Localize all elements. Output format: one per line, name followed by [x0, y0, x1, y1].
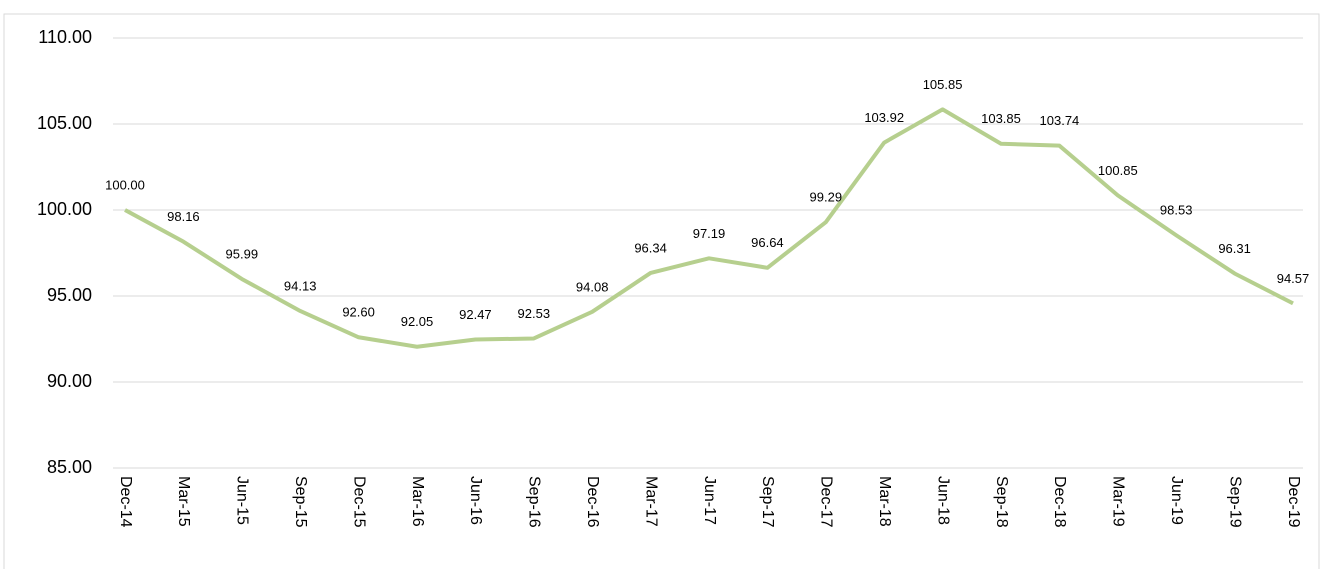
data-line — [124, 107, 1294, 349]
y-tick-label: 100.00 — [37, 199, 92, 219]
x-tick-label: Mar-15 — [175, 476, 192, 527]
x-tick-label: Jun-18 — [934, 476, 951, 525]
x-tick-label: Sep-19 — [1226, 476, 1243, 528]
x-tick-label: Dec-14 — [117, 476, 134, 528]
data-label: 96.31 — [1218, 241, 1251, 256]
y-tick-label: 95.00 — [47, 285, 92, 305]
data-label: 94.08 — [576, 279, 609, 294]
data-label: 96.34 — [634, 240, 667, 255]
x-tick-label: Dec-18 — [1051, 476, 1068, 528]
data-label: 92.05 — [401, 314, 434, 329]
y-tick-label: 85.00 — [47, 457, 92, 477]
y-tick-label: 90.00 — [47, 371, 92, 391]
data-label: 99.29 — [810, 190, 843, 205]
x-tick-label: Sep-15 — [292, 476, 309, 528]
x-tick-label: Mar-19 — [1110, 476, 1127, 527]
x-tick-label: Mar-17 — [642, 476, 659, 527]
x-tick-label: Mar-16 — [409, 476, 426, 527]
data-label: 105.85 — [923, 77, 963, 92]
chart-frame — [3, 13, 1320, 569]
data-label: 100.85 — [1098, 163, 1138, 178]
x-tick-label: Jun-19 — [1168, 476, 1185, 525]
data-label: 100.00 — [105, 177, 145, 192]
data-label: 98.16 — [167, 209, 200, 224]
x-tick-label: Jun-15 — [234, 476, 251, 525]
data-label: 98.53 — [1160, 203, 1193, 218]
data-label: 103.92 — [864, 110, 904, 125]
x-tick-label: Dec-15 — [350, 476, 367, 528]
data-label: 97.19 — [693, 226, 726, 241]
data-label: 92.60 — [342, 305, 375, 320]
x-tick-label: Jun-16 — [467, 476, 484, 525]
y-tick-label: 105.00 — [37, 113, 92, 133]
data-label: 103.74 — [1040, 113, 1080, 128]
x-tick-label: Jun-17 — [701, 476, 718, 525]
data-label: 94.13 — [284, 278, 317, 293]
x-tick-label: Sep-18 — [993, 476, 1010, 528]
data-label: 96.64 — [751, 235, 784, 250]
x-tick-label: Dec-19 — [1285, 476, 1302, 528]
x-tick-label: Sep-17 — [759, 476, 776, 528]
data-label: 92.53 — [518, 306, 551, 321]
data-label: 95.99 — [226, 246, 259, 261]
x-tick-label: Sep-16 — [526, 476, 543, 528]
data-label: 94.57 — [1277, 271, 1310, 286]
y-tick-label: 110.00 — [38, 27, 92, 47]
x-tick-label: Dec-17 — [818, 476, 835, 528]
data-label: 92.47 — [459, 307, 492, 322]
data-label: 103.85 — [981, 111, 1021, 126]
x-tick-label: Dec-16 — [584, 476, 601, 528]
x-tick-label: Mar-18 — [876, 476, 893, 527]
